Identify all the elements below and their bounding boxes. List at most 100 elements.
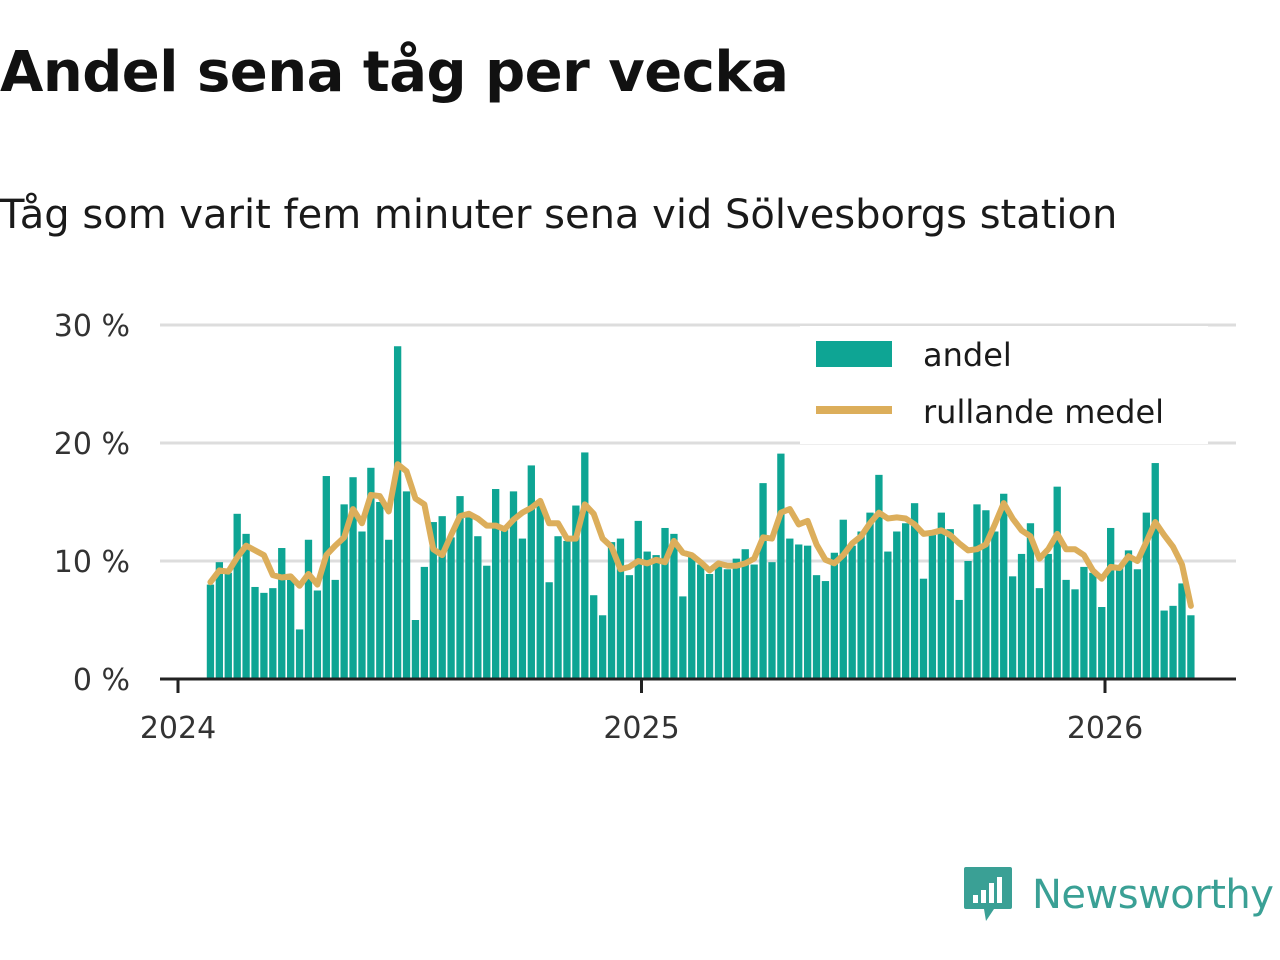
bar <box>385 539 393 679</box>
bar <box>456 496 464 679</box>
bar <box>581 452 589 679</box>
y-tick-label: 10 % <box>54 545 130 580</box>
bar <box>821 581 830 679</box>
bar <box>295 629 304 679</box>
bar <box>643 551 651 679</box>
bar <box>1107 527 1115 679</box>
bar <box>1169 605 1177 679</box>
bar <box>803 545 812 679</box>
bar <box>1160 610 1168 679</box>
bar <box>661 527 669 679</box>
bar <box>411 620 420 679</box>
bar <box>545 582 553 679</box>
bar <box>429 522 437 679</box>
bar <box>438 516 446 679</box>
bar <box>527 465 535 679</box>
bar <box>598 615 607 679</box>
bar <box>287 578 295 679</box>
bar <box>483 565 491 679</box>
bar <box>1053 486 1061 679</box>
bar <box>1062 579 1070 679</box>
chart-title: Andel sena tåg per vecka <box>0 40 789 105</box>
bar-series-andel <box>206 346 1195 679</box>
bar <box>723 569 732 679</box>
y-tick-label: 20 % <box>54 427 130 462</box>
bar <box>402 491 411 679</box>
bar <box>1071 589 1079 679</box>
chart-bubble-icon <box>964 867 1012 921</box>
legend-swatch-andel <box>816 341 892 367</box>
bar <box>1044 553 1052 679</box>
bar <box>679 596 687 679</box>
bar <box>795 544 803 679</box>
bar <box>652 555 660 679</box>
bar <box>902 523 910 679</box>
y-tick-label: 0 % <box>73 663 130 698</box>
bar <box>447 537 455 679</box>
bar <box>910 503 919 679</box>
bar <box>224 572 232 679</box>
bar <box>278 548 286 679</box>
bar <box>1124 550 1133 679</box>
bar <box>928 535 937 679</box>
bar <box>509 491 518 679</box>
newsworthy-logo: Newsworthy <box>962 862 1274 928</box>
bar <box>340 504 348 679</box>
bar <box>206 584 215 679</box>
bar <box>750 564 758 679</box>
bar <box>590 595 598 679</box>
x-tick-label: 2024 <box>140 711 216 746</box>
bar <box>215 562 224 679</box>
axes: 0 % 10 % 20 % 30 % 2024 2025 2026 <box>54 309 1236 746</box>
bar <box>607 542 616 679</box>
legend: andel rullande medel <box>800 326 1208 444</box>
bar <box>812 575 821 679</box>
bar <box>1178 583 1186 679</box>
bar <box>536 504 544 679</box>
bar <box>572 505 580 679</box>
bar <box>269 588 277 679</box>
bar <box>625 575 634 679</box>
bar <box>1142 512 1150 679</box>
bar <box>474 536 482 679</box>
bar <box>500 526 509 679</box>
bar <box>367 467 375 679</box>
bar <box>919 578 928 679</box>
bar <box>1151 463 1159 679</box>
bar <box>1000 493 1008 679</box>
bar <box>670 533 678 679</box>
bar <box>492 489 500 679</box>
bar <box>260 592 268 679</box>
bar <box>420 566 429 679</box>
bar <box>893 531 901 679</box>
bar <box>937 512 945 679</box>
x-tick-label: 2025 <box>603 711 679 746</box>
bar <box>563 540 571 679</box>
bar <box>554 536 562 679</box>
bar <box>1133 569 1142 679</box>
bar <box>759 483 767 679</box>
brand-name: Newsworthy <box>1032 872 1274 918</box>
bar <box>884 551 892 679</box>
bar <box>518 538 527 679</box>
x-tick-label: 2026 <box>1067 711 1143 746</box>
bar <box>465 517 473 679</box>
bar <box>242 533 250 679</box>
bar <box>322 476 330 679</box>
bar <box>741 549 749 679</box>
bar <box>1080 566 1088 679</box>
bar <box>786 538 794 679</box>
bar <box>1026 523 1035 679</box>
bar <box>1008 576 1017 679</box>
legend-label-andel: andel <box>923 336 1012 374</box>
bar <box>393 346 402 679</box>
chart-subtitle: Tåg som varit fem minuter sena vid Sölve… <box>0 192 1118 238</box>
bar <box>688 553 696 679</box>
line-series-rullande-medel <box>207 461 1194 609</box>
bar <box>848 545 856 679</box>
bar <box>955 599 963 679</box>
bar <box>634 520 642 679</box>
bar <box>830 552 839 679</box>
bar <box>1187 615 1195 679</box>
